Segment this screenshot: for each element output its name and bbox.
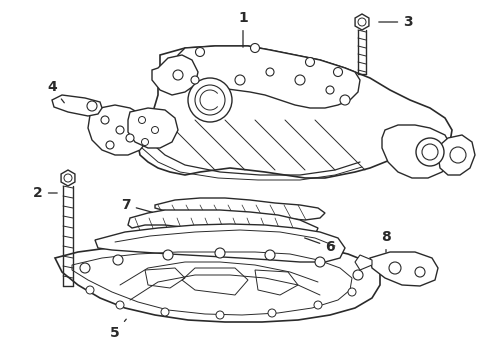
Circle shape bbox=[340, 95, 350, 105]
Circle shape bbox=[216, 311, 224, 319]
Circle shape bbox=[173, 70, 183, 80]
Polygon shape bbox=[61, 170, 75, 186]
Circle shape bbox=[191, 76, 199, 84]
Circle shape bbox=[80, 263, 90, 273]
Circle shape bbox=[101, 116, 109, 124]
Polygon shape bbox=[355, 14, 369, 30]
Circle shape bbox=[326, 86, 334, 94]
Circle shape bbox=[142, 139, 148, 145]
Circle shape bbox=[389, 262, 401, 274]
Text: 7: 7 bbox=[121, 198, 152, 212]
Circle shape bbox=[188, 78, 232, 122]
Polygon shape bbox=[382, 125, 452, 178]
Text: 6: 6 bbox=[305, 238, 335, 254]
Circle shape bbox=[116, 126, 124, 134]
Circle shape bbox=[116, 301, 124, 309]
Text: 8: 8 bbox=[381, 230, 391, 252]
Text: 2: 2 bbox=[33, 186, 57, 200]
Circle shape bbox=[334, 68, 343, 77]
Circle shape bbox=[305, 58, 315, 67]
Circle shape bbox=[196, 48, 204, 57]
Polygon shape bbox=[152, 55, 198, 95]
Circle shape bbox=[87, 101, 97, 111]
Circle shape bbox=[295, 75, 305, 85]
Circle shape bbox=[416, 138, 444, 166]
Polygon shape bbox=[128, 108, 178, 148]
Circle shape bbox=[314, 301, 322, 309]
Text: 1: 1 bbox=[238, 11, 248, 47]
Circle shape bbox=[266, 68, 274, 76]
Polygon shape bbox=[52, 95, 102, 116]
Text: 3: 3 bbox=[379, 15, 413, 29]
Circle shape bbox=[422, 144, 438, 160]
Circle shape bbox=[415, 267, 425, 277]
Circle shape bbox=[139, 117, 146, 123]
Circle shape bbox=[235, 75, 245, 85]
Circle shape bbox=[265, 250, 275, 260]
Circle shape bbox=[250, 44, 260, 53]
Circle shape bbox=[163, 250, 173, 260]
Circle shape bbox=[450, 147, 466, 163]
Circle shape bbox=[315, 257, 325, 267]
Circle shape bbox=[126, 134, 134, 142]
Polygon shape bbox=[55, 243, 380, 322]
Polygon shape bbox=[438, 135, 475, 175]
Polygon shape bbox=[355, 255, 372, 270]
Circle shape bbox=[215, 248, 225, 258]
Circle shape bbox=[195, 85, 225, 115]
Polygon shape bbox=[138, 46, 452, 178]
Circle shape bbox=[86, 286, 94, 294]
Polygon shape bbox=[95, 224, 345, 262]
Circle shape bbox=[113, 255, 123, 265]
Circle shape bbox=[106, 141, 114, 149]
Polygon shape bbox=[370, 252, 438, 286]
Circle shape bbox=[151, 126, 158, 134]
Circle shape bbox=[268, 309, 276, 317]
Polygon shape bbox=[155, 198, 325, 220]
Circle shape bbox=[348, 288, 356, 296]
Text: 4: 4 bbox=[47, 80, 64, 103]
Circle shape bbox=[161, 308, 169, 316]
Circle shape bbox=[353, 270, 363, 280]
Polygon shape bbox=[175, 46, 360, 108]
Polygon shape bbox=[128, 210, 318, 238]
Polygon shape bbox=[88, 105, 148, 155]
Text: 5: 5 bbox=[110, 319, 126, 340]
